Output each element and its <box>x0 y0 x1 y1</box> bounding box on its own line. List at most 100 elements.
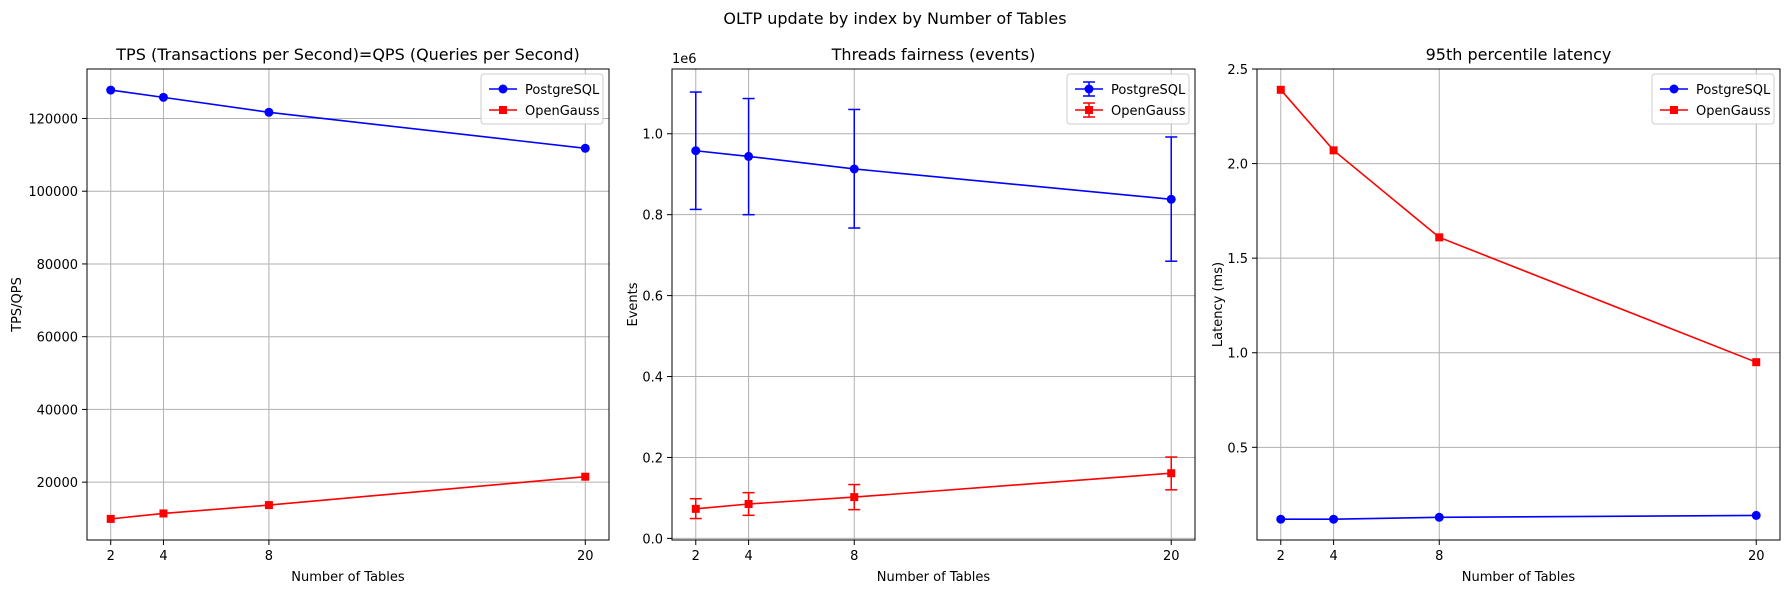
data-point <box>1167 469 1176 478</box>
series-opengauss <box>106 472 590 523</box>
legend-box <box>480 73 604 125</box>
legend-label: OpenGauss <box>1696 104 1771 119</box>
data-point <box>159 509 168 518</box>
legend-marker <box>1670 106 1678 114</box>
data-point <box>1329 514 1339 524</box>
axes-frame <box>1256 68 1781 541</box>
chart-title: 95th percentile latency <box>1426 45 1612 64</box>
x-tick-label: 4 <box>744 549 752 564</box>
axes-frame <box>671 68 1196 541</box>
x-axis-label: Number of Tables <box>1462 570 1576 585</box>
data-point <box>1434 512 1444 522</box>
series-postgresql <box>106 85 590 153</box>
data-point <box>744 499 753 508</box>
y-tick-label: 0.8 <box>642 209 663 224</box>
data-point <box>1329 146 1338 155</box>
x-tick-label: 20 <box>1748 549 1765 564</box>
y-axis-label: Latency (ms) <box>1211 262 1226 347</box>
x-axis-label: Number of Tables <box>877 570 991 585</box>
x-tick-label: 2 <box>692 549 700 564</box>
chart-panel-2: 2 4 8 20 0.0 0.2 0.4 0.6 0.8 1.0 1e6 Threads fairne… <box>626 45 1196 585</box>
series-line <box>1280 514 1757 520</box>
x-tick-label: 8 <box>1435 549 1443 564</box>
x-tick-label: 20 <box>1163 549 1180 564</box>
legend: PostgreSQL OpenGauss <box>1066 73 1190 125</box>
data-point <box>1752 358 1761 367</box>
y-tick-label: 1.0 <box>1227 347 1248 362</box>
y-tick-label: 1.0 <box>642 128 663 143</box>
chart-title: Threads fairness (events) <box>831 45 1036 64</box>
y-tick-label: 2.0 <box>1227 158 1248 173</box>
x-axis-label: Number of Tables <box>291 570 405 585</box>
y-tick-label: 60000 <box>37 331 78 346</box>
data-point <box>849 164 859 174</box>
data-point <box>106 85 116 95</box>
legend-label: PostgreSQL <box>525 83 600 98</box>
legend-marker <box>498 84 508 94</box>
data-point <box>1276 514 1286 524</box>
chart-panel-3: 2 4 8 20 0.5 1.0 1.5 2.0 2.5 95th percentile late… <box>1211 45 1781 585</box>
y-tick-label: 0.2 <box>642 451 663 466</box>
x-tick-label: 8 <box>265 549 273 564</box>
legend-label: OpenGauss <box>1111 104 1186 119</box>
data-point <box>581 472 590 481</box>
y-tick-label: 0.4 <box>642 371 663 386</box>
data-point <box>1435 233 1444 242</box>
legend-marker <box>499 106 507 114</box>
y-tick-label: 20000 <box>37 476 78 491</box>
y-tick-label: 2.5 <box>1227 63 1248 78</box>
data-point <box>691 146 701 156</box>
data-point <box>1751 510 1761 520</box>
legend-marker <box>1085 106 1093 114</box>
axes-frame <box>86 68 610 541</box>
legend: PostgreSQL OpenGauss <box>480 73 604 125</box>
series-line <box>695 149 1172 201</box>
series-line <box>1280 89 1757 363</box>
legend-marker <box>1084 84 1094 94</box>
chart-panel-1: 2 4 8 20 20000 40000 60000 80000 100000 120000 TPS… <box>10 45 610 585</box>
data-point <box>691 504 700 513</box>
series-line <box>110 475 586 520</box>
data-point <box>158 92 168 102</box>
y-tick-label: 80000 <box>37 258 78 273</box>
y-tick-label: 0.6 <box>642 290 663 305</box>
legend-box <box>1651 73 1775 125</box>
chart-title: TPS (Transactions per Second)=QPS (Queri… <box>115 45 579 64</box>
series-postgresql <box>1276 510 1761 524</box>
data-point <box>1166 194 1176 204</box>
x-tick-label: 20 <box>577 549 594 564</box>
series-line <box>695 472 1172 510</box>
legend-marker <box>1669 84 1679 94</box>
legend: PostgreSQL OpenGauss <box>1651 73 1775 125</box>
data-point <box>580 143 590 153</box>
legend-label: PostgreSQL <box>1111 83 1186 98</box>
data-point <box>850 493 859 502</box>
x-tick-label: 4 <box>1329 549 1337 564</box>
figure-title: OLTP update by index by Number of Tables <box>723 9 1066 28</box>
x-tick-label: 8 <box>850 549 858 564</box>
y-tick-label: 1.5 <box>1227 252 1248 267</box>
series-opengauss <box>689 456 1178 520</box>
x-tick-label: 4 <box>159 549 167 564</box>
y-tick-label: 40000 <box>37 403 78 418</box>
x-tick-label: 2 <box>107 549 115 564</box>
legend-box <box>1066 73 1190 125</box>
series-line <box>110 89 586 150</box>
y-axis-label: Events <box>626 282 641 326</box>
y-tick-label: 120000 <box>28 112 78 127</box>
legend-label: PostgreSQL <box>1696 83 1771 98</box>
data-point <box>264 107 274 117</box>
data-point <box>744 151 754 161</box>
y-offset-text: 1e6 <box>672 52 697 67</box>
y-tick-label: 100000 <box>28 185 78 200</box>
legend-label: OpenGauss <box>525 104 600 119</box>
y-tick-label: 0.5 <box>1227 441 1248 456</box>
y-tick-label: 0.0 <box>642 532 663 547</box>
data-point <box>1276 85 1285 94</box>
data-point <box>106 514 115 523</box>
y-axis-label: TPS/QPS <box>10 277 25 333</box>
series-postgresql <box>689 91 1178 262</box>
data-point <box>264 501 273 510</box>
series-opengauss <box>1276 85 1761 367</box>
